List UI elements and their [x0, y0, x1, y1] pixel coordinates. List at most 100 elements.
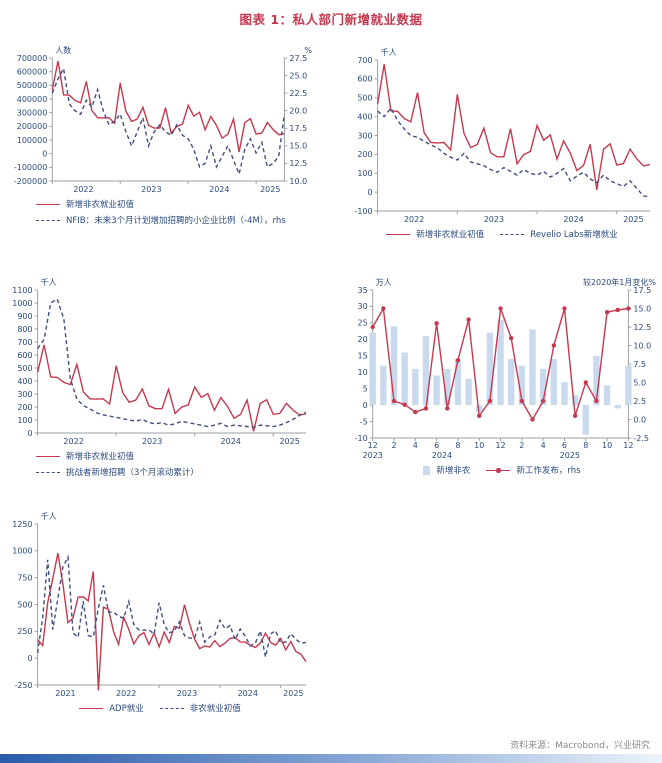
legend-label: 新增非农就业初值	[416, 230, 485, 240]
svg-text:250: 250	[17, 627, 32, 636]
svg-text:200000: 200000	[17, 122, 48, 131]
svg-text:200: 200	[17, 403, 32, 412]
svg-text:2025: 2025	[560, 451, 580, 460]
nonfarm-vs-revelio-canvas: 700 600 500 400 300 200 100 0 -100 千人 2022 2023 2024…	[354, 47, 651, 224]
svg-text:1000: 1000	[12, 547, 32, 556]
svg-text:2024: 2024	[238, 689, 258, 698]
chart-nonfarm-vs-revelio-legend: 新增非农就业初值 Revelio Labs新增就业	[346, 230, 658, 241]
svg-text:20: 20	[358, 335, 368, 344]
svg-text:400: 400	[357, 112, 372, 121]
svg-text:500: 500	[17, 600, 32, 609]
svg-text:10.0: 10.0	[633, 341, 651, 350]
svg-text:2024: 2024	[563, 215, 583, 224]
svg-text:-100000: -100000	[14, 163, 47, 172]
svg-text:750: 750	[17, 573, 32, 582]
chart-nonfarm-vs-nfib: 700000 600000 500000 400000 300000 200000 1000…	[6, 44, 314, 227]
svg-text:12.5: 12.5	[633, 323, 651, 332]
legend-item: 新增非农就业初值	[36, 200, 134, 211]
svg-text:4: 4	[541, 441, 546, 450]
svg-text:千人: 千人	[41, 277, 57, 287]
nonfarm-vs-challenger-canvas: 110010009008007006005004003002001000千人20…	[12, 277, 307, 446]
legend-item: 新增非农	[423, 466, 470, 477]
navy-dashed-line-swatch	[500, 234, 525, 235]
svg-text:8: 8	[583, 441, 588, 450]
svg-text:300: 300	[17, 390, 32, 399]
svg-text:2023: 2023	[142, 437, 162, 446]
svg-text:-250: -250	[14, 681, 32, 690]
svg-text:10.0: 10.0	[289, 177, 307, 186]
source-note: 资料来源：Macrobond，兴业研究	[510, 741, 650, 751]
svg-text:700: 700	[17, 338, 32, 347]
red-line-swatch	[79, 708, 104, 709]
legend-label: 新增非农就业初值	[66, 452, 135, 462]
svg-text:万人: 万人	[376, 278, 392, 287]
svg-text:2022: 2022	[404, 215, 424, 224]
svg-text:2023: 2023	[363, 451, 383, 460]
legend-label: ADP就业	[109, 704, 144, 714]
legend-item: 挑战者新增招聘（3个月滚动累计）	[36, 468, 199, 479]
svg-text:2024: 2024	[209, 185, 229, 194]
red-line-swatch	[36, 204, 60, 205]
svg-text:600000: 600000	[17, 67, 48, 76]
svg-text:2: 2	[519, 441, 524, 450]
footer-gradient-bar	[0, 754, 662, 763]
svg-text:2021: 2021	[55, 689, 75, 698]
chart-nonfarm-vs-job-postings: 35 30 25 20 15 10 5 0 -5 -10 17.5 15.0 12.5 10.0 7.5 5.…	[346, 276, 658, 477]
svg-text:8: 8	[455, 441, 460, 450]
chart-nonfarm-vs-challenger: 1100 1000 900 800 700 600 500 400 300 200 100 0 千人 20…	[6, 276, 314, 479]
svg-text:10: 10	[602, 441, 612, 450]
legend-label: 非农就业初值	[189, 704, 241, 714]
svg-text:千人: 千人	[41, 511, 57, 521]
svg-text:17.5: 17.5	[633, 286, 651, 295]
svg-text:0: 0	[368, 188, 373, 197]
svg-text:2022: 2022	[63, 437, 83, 446]
svg-text:20.0: 20.0	[289, 107, 307, 116]
svg-text:800: 800	[17, 325, 32, 334]
nonfarm-vs-nfib-canvas: 700000 600000 500000 400000 300000 200000 1000…	[14, 45, 313, 194]
svg-text:10: 10	[474, 441, 484, 450]
svg-text:12: 12	[368, 441, 378, 450]
svg-text:400: 400	[17, 377, 32, 386]
legend-label: 新增非农	[436, 466, 471, 476]
legend-label: NFIB：未来3个月计划增加招聘的小企业比例（-4M），rhs	[66, 216, 286, 227]
svg-text:400000: 400000	[17, 95, 48, 104]
svg-text:5: 5	[363, 384, 368, 393]
svg-text:600: 600	[17, 351, 32, 360]
svg-text:人数: 人数	[55, 45, 71, 55]
svg-text:10: 10	[358, 368, 368, 377]
legend-label: Revelio Labs新增就业	[530, 230, 618, 240]
nonfarm-vs-job-postings-canvas: 35 30 25 20 15 10 5 0 -5 -10 17.5 15.0 12.5 10.0 7.5 5.…	[355, 277, 657, 460]
navy-dashed-line-swatch	[159, 708, 184, 709]
svg-text:500: 500	[357, 94, 372, 103]
svg-text:100: 100	[17, 416, 32, 425]
svg-text:200: 200	[357, 150, 372, 159]
svg-text:%: %	[304, 46, 312, 55]
svg-text:2025: 2025	[279, 437, 299, 446]
legend-item: 非农就业初值	[159, 704, 241, 715]
adp-vs-nonfarm-canvas: 1250 1000 750 500 250 0 -250 千人 2021 2022 2023 2024…	[12, 511, 307, 698]
svg-text:30: 30	[358, 302, 368, 311]
legend-label: 新增非农就业初值	[66, 200, 135, 210]
svg-text:15.0: 15.0	[289, 142, 307, 151]
chart-adp-vs-nonfarm: 1250 1000 750 500 250 0 -250 千人 2021 2022 2023 2024…	[6, 510, 314, 715]
svg-text:700: 700	[357, 56, 372, 65]
svg-text:2.5: 2.5	[633, 397, 646, 406]
svg-text:12.5: 12.5	[289, 159, 307, 168]
svg-text:0: 0	[42, 149, 47, 158]
svg-text:700000: 700000	[17, 54, 48, 63]
svg-text:6: 6	[562, 441, 567, 450]
svg-text:2022: 2022	[73, 185, 93, 194]
svg-text:35: 35	[358, 286, 368, 295]
svg-text:较2020年1月变化%: 较2020年1月变化%	[583, 277, 656, 287]
chart-nonfarm-vs-challenger-legend: 新增非农就业初值 挑战者新增招聘（3个月滚动累计）	[6, 452, 314, 479]
legend-label: 新工作发布，rhs	[516, 466, 581, 476]
legend-item: 新增非农就业初值	[386, 230, 484, 241]
chart-adp-vs-nonfarm-legend: ADP就业 非农就业初值	[6, 704, 314, 715]
svg-text:0: 0	[28, 654, 33, 663]
svg-text:900: 900	[17, 312, 32, 321]
svg-text:27.5: 27.5	[289, 54, 307, 63]
svg-text:300: 300	[357, 131, 372, 140]
svg-text:2024: 2024	[432, 451, 452, 460]
svg-text:2023: 2023	[141, 185, 161, 194]
